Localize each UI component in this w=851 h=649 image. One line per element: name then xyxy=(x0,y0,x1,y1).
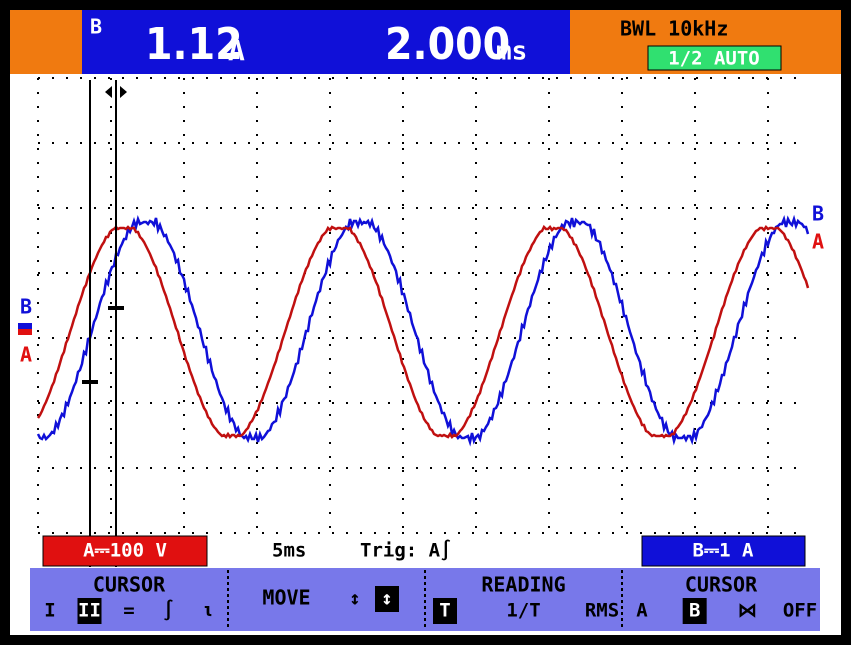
channel-a-scale: A⎓100 V xyxy=(83,540,167,562)
display xyxy=(10,10,841,635)
timebase-status: 5ms xyxy=(272,540,306,562)
menu-item[interactable]: RMS xyxy=(585,600,619,622)
menu-item[interactable]: T xyxy=(439,600,450,622)
menu-title[interactable]: CURSOR xyxy=(685,573,758,597)
trace-label-b: B xyxy=(812,202,824,226)
reading-unit: A xyxy=(228,34,245,67)
menu-item[interactable]: ι xyxy=(202,600,213,622)
trace-label-b: B xyxy=(20,295,32,319)
menu-item[interactable]: OFF xyxy=(783,600,817,622)
menu-item[interactable]: II xyxy=(78,600,101,622)
trace-label-a: A xyxy=(812,230,824,254)
trace-marker xyxy=(18,329,32,335)
menu-item-highlight xyxy=(433,598,457,624)
cursor-marker xyxy=(108,306,124,310)
channel-label: B xyxy=(90,15,102,39)
menu-item[interactable]: ⋈ xyxy=(738,600,757,622)
mode: 1/2 AUTO xyxy=(668,48,760,70)
graticule xyxy=(37,77,806,534)
menu-item[interactable]: ↕ xyxy=(381,588,392,610)
waveform xyxy=(36,214,810,447)
reading-box xyxy=(82,10,570,74)
trace-marker xyxy=(18,323,32,329)
cursor-arrows xyxy=(105,86,127,98)
waveforms xyxy=(36,214,810,447)
menu-item[interactable]: I xyxy=(44,600,55,622)
trigger: Trig: A∫ xyxy=(360,540,452,562)
menu-item[interactable]: = xyxy=(123,600,134,622)
menu-item[interactable]: 1/T xyxy=(506,600,540,622)
reading-value: 1.12 xyxy=(145,19,243,70)
menu-item-highlight xyxy=(375,586,399,612)
menu-item[interactable]: B xyxy=(689,600,700,622)
trace-label-a: A xyxy=(20,343,32,367)
menu-item-highlight xyxy=(77,598,102,624)
menu-title[interactable]: MOVE xyxy=(262,586,310,610)
waveform xyxy=(36,224,810,439)
cursor-marker xyxy=(82,380,98,384)
menu-item[interactable]: A xyxy=(636,600,648,622)
channel-a-box xyxy=(42,535,208,567)
menu-item[interactable]: ∫ xyxy=(163,600,174,622)
mode-box xyxy=(647,45,782,71)
menu-title[interactable]: CURSOR xyxy=(93,573,166,597)
bandwidth: BWL 10kHz xyxy=(620,17,728,41)
channel-b-scale: B⎓1 A xyxy=(693,540,754,562)
menu-item[interactable]: ↕ xyxy=(349,588,360,610)
channel-b-box xyxy=(641,535,806,567)
timebase-value: 2.000 xyxy=(385,19,510,70)
menu-title[interactable]: READING xyxy=(481,573,565,597)
menu-item-highlight xyxy=(682,598,707,624)
timebase-unit: ms xyxy=(496,37,527,67)
